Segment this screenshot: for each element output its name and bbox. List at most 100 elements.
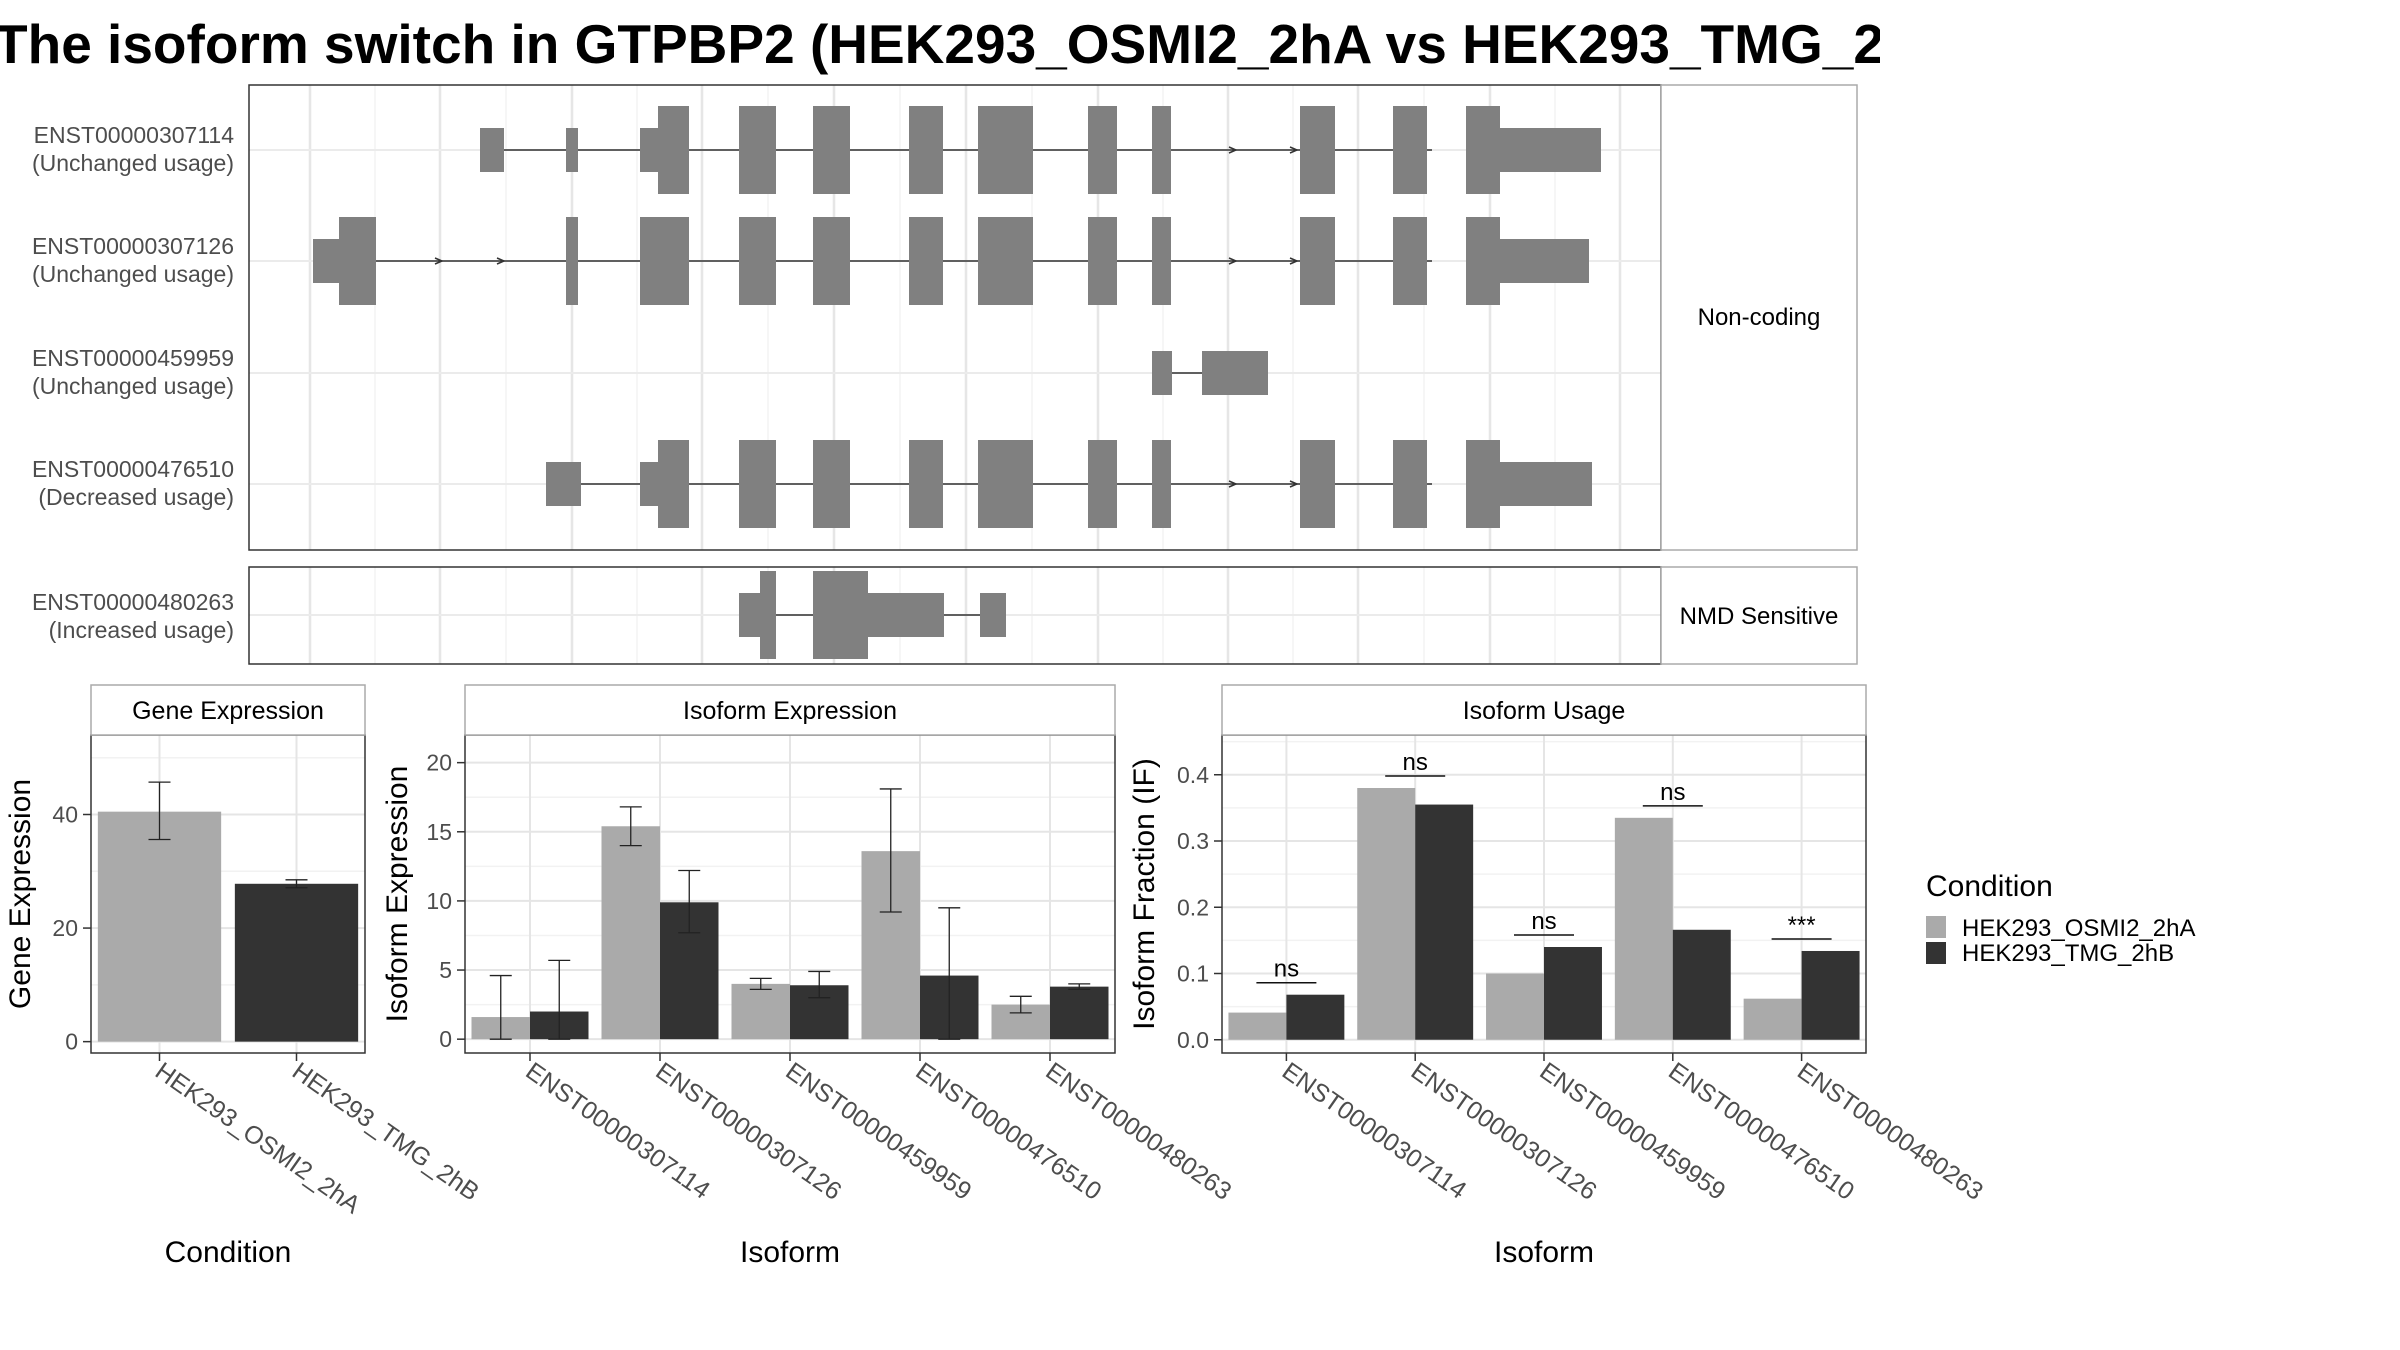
panel-strip <box>90 684 366 736</box>
nmd-strip-label: NMD Sensitive <box>1680 603 1839 630</box>
exon-cds <box>760 571 776 659</box>
exon-cds <box>1466 217 1500 305</box>
y-tick-label: 0.0 <box>1177 1027 1209 1053</box>
bar <box>731 983 790 1040</box>
bar <box>601 826 660 1040</box>
exon-cds <box>1300 440 1335 528</box>
exon-cds <box>1466 106 1500 194</box>
transcript-usage-307126: (Unchanged usage) <box>32 261 234 287</box>
noncoding-strip <box>1660 84 1858 551</box>
strand-arrow <box>1228 146 1238 154</box>
exon-cds <box>978 217 1033 305</box>
panel-title: Isoform Usage <box>1463 697 1626 725</box>
transcript-exons <box>313 106 1601 659</box>
strand-arrow <box>1228 257 1238 265</box>
exon-utr <box>1500 462 1592 506</box>
exon-cds <box>813 217 850 305</box>
significance-label: *** <box>1788 912 1816 939</box>
y-axis-title: Isoform Fraction (IF) <box>1128 758 1161 1030</box>
significance-label: ns <box>1531 908 1556 935</box>
y-axis-title: Isoform Expression <box>381 766 414 1023</box>
significance-label: ns <box>1274 956 1299 983</box>
legend-title: Condition <box>1926 870 2053 903</box>
exon-utr <box>640 128 658 172</box>
exon-cds <box>640 217 689 305</box>
transcript-label-307114: ENST00000307114 <box>34 122 235 148</box>
bar <box>1357 788 1416 1040</box>
transcript-usage-480263: (Increased usage) <box>49 617 234 643</box>
strand-arrow <box>1289 257 1299 265</box>
x-axis-title: Condition <box>165 1236 292 1269</box>
exon-cds <box>978 106 1033 194</box>
exon-cds <box>739 217 776 305</box>
exon-cds <box>1393 106 1427 194</box>
exon-utr <box>739 593 760 637</box>
strand-arrow <box>1289 146 1299 154</box>
isoform-expression-chart: Isoform Expression05101520ENST0000030711… <box>381 684 1237 1269</box>
bar <box>1544 947 1602 1040</box>
chart-title: The isoform switch in GTPBP2 (HEK293_OSM… <box>0 13 1880 75</box>
bar <box>1614 817 1673 1040</box>
y-tick-label: 20 <box>52 915 78 941</box>
panel-title: Gene Expression <box>132 697 324 725</box>
exon-cds <box>658 106 689 194</box>
significance-label: ns <box>1660 779 1685 806</box>
exon-cds <box>1088 217 1117 305</box>
y-tick-label: 0 <box>439 1026 452 1052</box>
strand-arrow <box>1228 480 1238 488</box>
exon-cds <box>339 217 376 305</box>
bar <box>1415 804 1474 1040</box>
exon-utr <box>480 128 504 172</box>
exon-cds <box>1152 106 1171 194</box>
y-tick-label: 0.2 <box>1177 894 1209 920</box>
exon-cds <box>566 217 578 305</box>
legend-label-osmi2: HEK293_OSMI2_2hA <box>1962 915 2195 942</box>
strand-arrow <box>1289 480 1299 488</box>
bar <box>234 883 359 1042</box>
legend-swatch-osmi2 <box>1926 916 1946 938</box>
exon-cds <box>909 106 943 194</box>
y-tick-label: 5 <box>439 957 452 983</box>
exon-cds <box>1300 106 1335 194</box>
y-tick-label: 15 <box>426 819 452 845</box>
exon-cds <box>909 440 943 528</box>
y-tick-label: 0.1 <box>1177 961 1209 987</box>
bar <box>1672 929 1731 1040</box>
exon-utr <box>1500 128 1601 172</box>
exon-cds <box>978 440 1033 528</box>
exon-cds <box>1088 106 1117 194</box>
exon-cds <box>813 106 850 194</box>
significance-label: ns <box>1403 749 1428 776</box>
exon-cds <box>658 440 689 528</box>
exon-utr <box>980 593 1006 637</box>
transcript-label-480263: ENST00000480263 <box>32 589 234 615</box>
transcript-usage-459959: (Unchanged usage) <box>32 373 234 399</box>
exon-cds <box>739 106 776 194</box>
x-axis-title: Isoform <box>1494 1236 1594 1269</box>
transcript-structure-panel: Non-coding NMD Sensitive ENST00000307114… <box>32 84 1858 665</box>
exon-cds <box>1152 217 1171 305</box>
exon-utr <box>313 239 339 283</box>
panel-strip <box>1221 684 1867 736</box>
bar <box>1486 973 1544 1040</box>
bar <box>1050 986 1109 1040</box>
exon-utr <box>566 128 578 172</box>
exon-cds <box>1300 217 1335 305</box>
exon-utr <box>546 462 581 506</box>
y-tick-label: 0.3 <box>1177 828 1209 854</box>
exon-cds <box>1393 440 1427 528</box>
bar <box>1286 994 1345 1040</box>
y-tick-label: 40 <box>52 802 78 828</box>
transcript-usage-476510: (Decreased usage) <box>38 484 234 510</box>
x-axis-title: Isoform <box>740 1236 840 1269</box>
exon-cds <box>909 217 943 305</box>
exon-cds <box>813 571 868 659</box>
y-tick-label: 10 <box>426 888 452 914</box>
y-tick-label: 0.4 <box>1177 762 1209 788</box>
y-tick-label: 20 <box>426 750 452 776</box>
strand-arrow <box>496 257 506 265</box>
exon-cds <box>1393 217 1427 305</box>
y-tick-label: 0 <box>65 1029 78 1055</box>
